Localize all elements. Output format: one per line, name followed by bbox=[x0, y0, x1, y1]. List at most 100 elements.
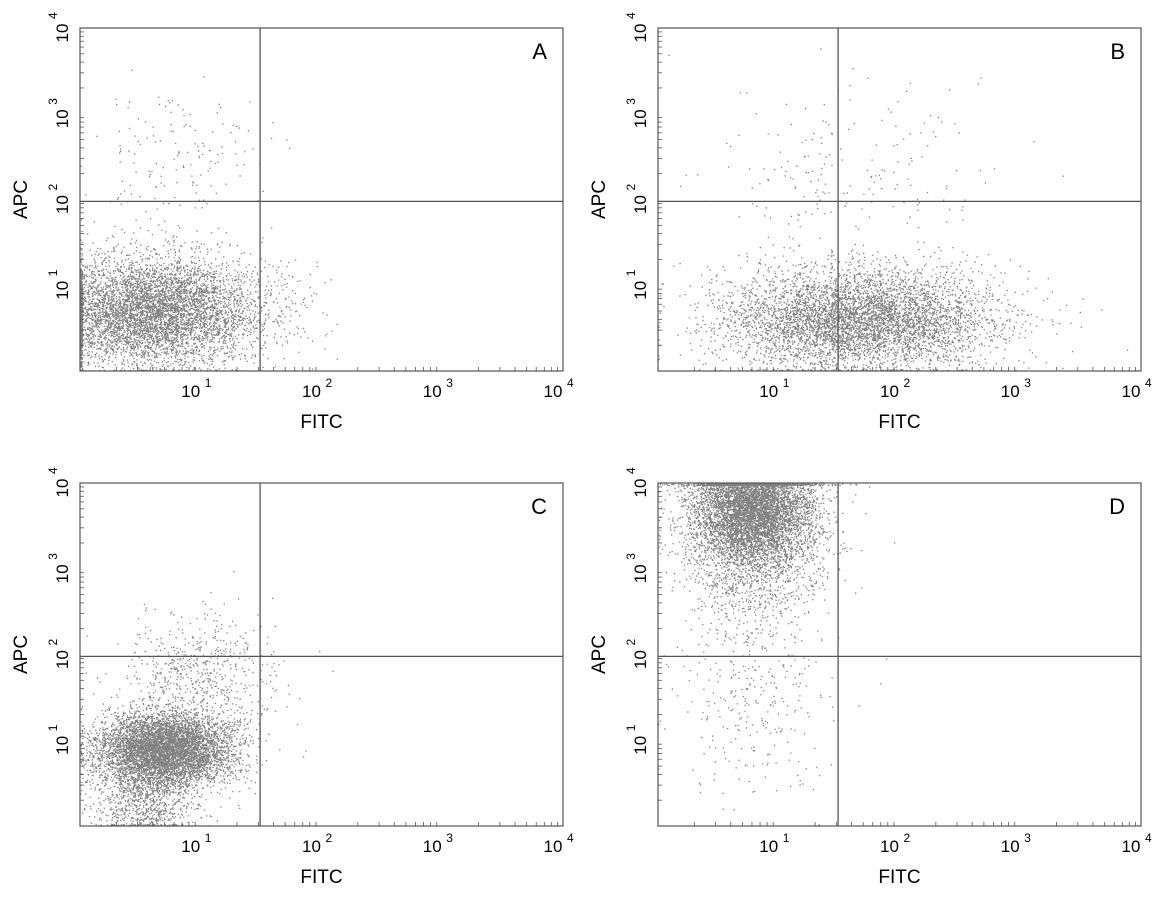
y-tick-exponent: 3 bbox=[624, 553, 638, 560]
x-tick-exponent: 4 bbox=[567, 376, 574, 390]
y-tick-exponent: 3 bbox=[46, 98, 60, 105]
y-tick-base: 10 bbox=[53, 24, 72, 43]
x-tick-exponent: 1 bbox=[783, 831, 790, 845]
x-tick-label: 10 bbox=[1001, 837, 1020, 856]
x-tick-exponent: 2 bbox=[904, 831, 911, 845]
y-tick-exponent: 2 bbox=[46, 639, 60, 646]
x-tick-exponent: 4 bbox=[1145, 376, 1152, 390]
y-tick-label: 10 1 bbox=[46, 269, 72, 299]
x-tick-label: 10 bbox=[302, 382, 321, 401]
event-dots bbox=[80, 69, 339, 371]
plot-frame bbox=[657, 482, 1142, 827]
x-tick-label: 10 bbox=[1122, 837, 1141, 856]
y-tick-exponent: 1 bbox=[624, 724, 638, 731]
y-tick-exponent: 1 bbox=[624, 269, 638, 276]
y-tick-label: 10 3 bbox=[46, 98, 72, 128]
x-tick-label: 10 bbox=[1122, 382, 1141, 401]
panel-label: C bbox=[531, 494, 547, 519]
event-dots bbox=[658, 48, 1129, 371]
y-axis-label: APC bbox=[11, 180, 32, 219]
y-tick-base: 10 bbox=[631, 281, 650, 300]
x-tick-label: 10 bbox=[759, 837, 778, 856]
y-tick-base: 10 bbox=[53, 109, 72, 128]
y-tick-base: 10 bbox=[53, 736, 72, 755]
panel-label: A bbox=[532, 39, 547, 64]
y-tick-exponent: 4 bbox=[46, 12, 60, 19]
y-tick-base: 10 bbox=[53, 479, 72, 498]
x-tick-exponent: 3 bbox=[1024, 376, 1031, 390]
y-tick-base: 10 bbox=[631, 24, 650, 43]
x-tick-label: 10 bbox=[423, 382, 442, 401]
y-tick-label: 10 3 bbox=[624, 98, 650, 128]
y-tick-base: 10 bbox=[631, 195, 650, 214]
y-tick-label: 10 4 bbox=[46, 467, 72, 497]
y-axis-label: APC bbox=[11, 635, 32, 674]
x-tick-label: 10 bbox=[181, 837, 200, 856]
scatter-points bbox=[658, 483, 896, 826]
x-tick-label: 10 bbox=[759, 382, 778, 401]
y-tick-exponent: 1 bbox=[46, 269, 60, 276]
x-tick-exponent: 1 bbox=[205, 376, 212, 390]
x-tick-exponent: 1 bbox=[783, 376, 790, 390]
y-tick-exponent: 2 bbox=[624, 184, 638, 191]
y-axis-label: APC bbox=[589, 635, 610, 674]
y-tick-base: 10 bbox=[631, 736, 650, 755]
y-tick-label: 10 1 bbox=[624, 269, 650, 299]
y-tick-label: 10 2 bbox=[624, 639, 650, 669]
panel-label: B bbox=[1110, 39, 1125, 64]
x-tick-exponent: 4 bbox=[567, 831, 574, 845]
y-tick-exponent: 3 bbox=[46, 553, 60, 560]
x-tick-exponent: 3 bbox=[1024, 831, 1031, 845]
x-axis-label: FITC bbox=[878, 412, 920, 433]
event-dots bbox=[658, 483, 896, 826]
y-tick-exponent: 2 bbox=[46, 184, 60, 191]
plot-panel-c: 10 1 10 2 10 3 10 4 10 1 10 2 10 3 10 4 FITC APC C bbox=[0, 455, 580, 900]
x-axis-label: FITC bbox=[300, 867, 342, 888]
y-tick-label: 10 2 bbox=[46, 639, 72, 669]
y-tick-label: 10 4 bbox=[624, 12, 650, 42]
y-tick-label: 10 3 bbox=[46, 553, 72, 583]
y-tick-exponent: 1 bbox=[46, 724, 60, 731]
y-tick-label: 10 4 bbox=[46, 12, 72, 42]
y-tick-label: 10 2 bbox=[46, 184, 72, 214]
x-tick-label: 10 bbox=[1001, 382, 1020, 401]
plot-panel-b: 10 1 10 2 10 3 10 4 10 1 10 2 10 3 10 4 FITC APC B bbox=[578, 0, 1158, 445]
x-tick-exponent: 2 bbox=[326, 376, 333, 390]
scatter-plot-c: 10 1 10 2 10 3 10 4 10 1 10 2 10 3 10 4 FITC APC C bbox=[11, 467, 574, 888]
y-tick-base: 10 bbox=[53, 650, 72, 669]
x-tick-exponent: 2 bbox=[904, 376, 911, 390]
scatter-points bbox=[80, 69, 339, 371]
y-tick-base: 10 bbox=[631, 564, 650, 583]
y-tick-base: 10 bbox=[53, 195, 72, 214]
y-tick-exponent: 2 bbox=[624, 639, 638, 646]
x-tick-exponent: 3 bbox=[446, 376, 453, 390]
y-tick-label: 10 2 bbox=[624, 184, 650, 214]
x-tick-label: 10 bbox=[181, 382, 200, 401]
x-tick-label: 10 bbox=[544, 837, 563, 856]
event-dots bbox=[80, 571, 334, 826]
plot-frame bbox=[79, 27, 564, 372]
plot-panel-a: 10 1 10 2 10 3 10 4 10 1 10 2 10 3 10 4 FITC APC A bbox=[0, 0, 580, 445]
y-tick-exponent: 3 bbox=[624, 98, 638, 105]
x-tick-label: 10 bbox=[302, 837, 321, 856]
scatter-points bbox=[658, 48, 1129, 371]
x-tick-label: 10 bbox=[880, 837, 899, 856]
y-tick-base: 10 bbox=[53, 281, 72, 300]
scatter-plot-b: 10 1 10 2 10 3 10 4 10 1 10 2 10 3 10 4 FITC APC B bbox=[589, 12, 1152, 433]
plot-frame bbox=[657, 27, 1142, 372]
scatter-points bbox=[80, 571, 334, 826]
x-axis-label: FITC bbox=[878, 867, 920, 888]
x-tick-exponent: 4 bbox=[1145, 831, 1152, 845]
y-tick-base: 10 bbox=[53, 564, 72, 583]
panel-label: D bbox=[1109, 494, 1125, 519]
y-tick-label: 10 3 bbox=[624, 553, 650, 583]
plot-frame bbox=[79, 482, 564, 827]
y-tick-label: 10 1 bbox=[624, 724, 650, 754]
y-tick-base: 10 bbox=[631, 109, 650, 128]
x-tick-exponent: 2 bbox=[326, 831, 333, 845]
scatter-plot-a: 10 1 10 2 10 3 10 4 10 1 10 2 10 3 10 4 FITC APC A bbox=[11, 12, 574, 433]
y-axis-label: APC bbox=[589, 180, 610, 219]
y-tick-exponent: 4 bbox=[624, 12, 638, 19]
x-tick-label: 10 bbox=[544, 382, 563, 401]
plot-panel-d: 10 1 10 2 10 3 10 4 10 1 10 2 10 3 10 4 FITC APC D bbox=[578, 455, 1158, 900]
